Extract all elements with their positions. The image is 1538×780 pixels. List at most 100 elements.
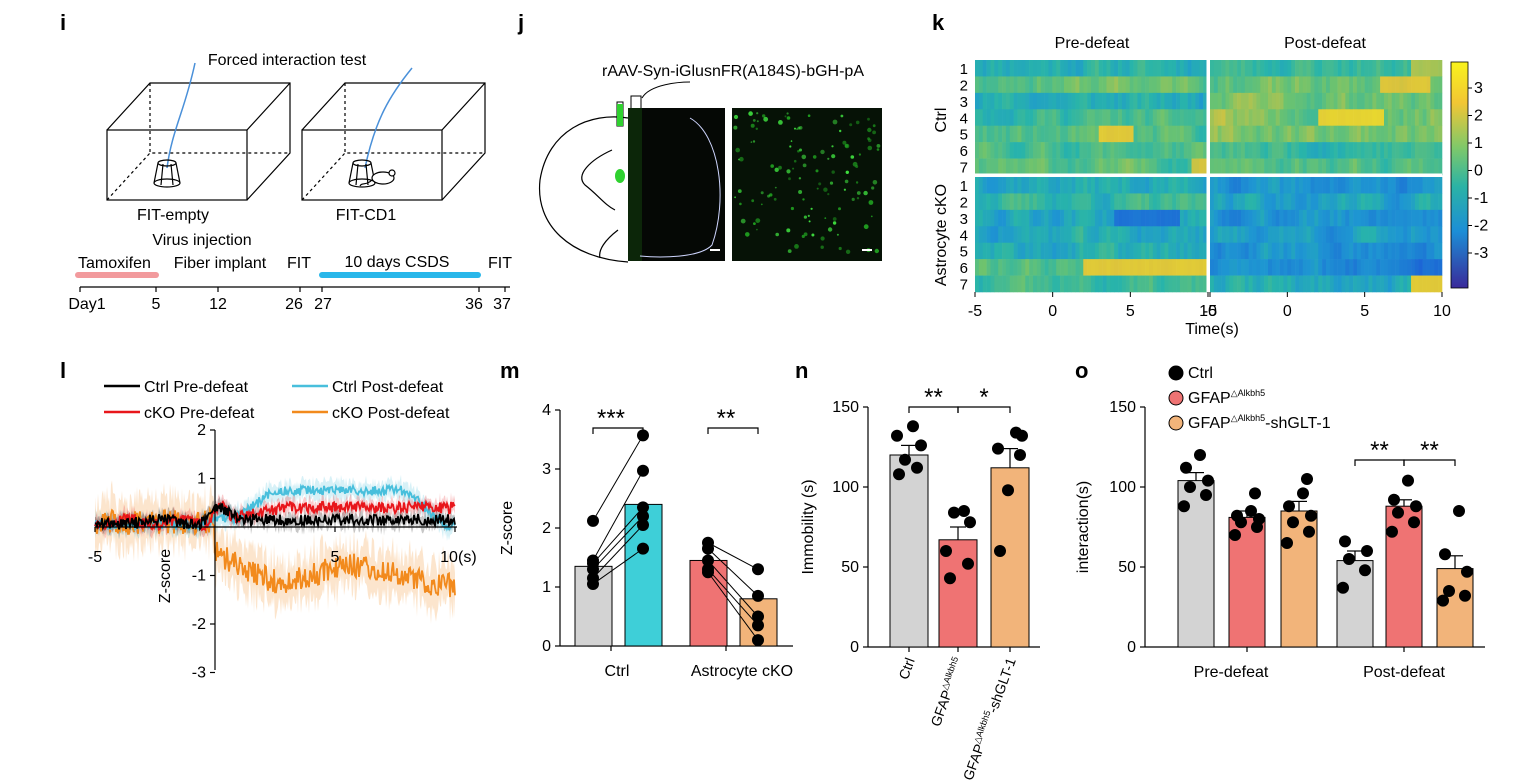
heatmap-cell (1395, 275, 1400, 293)
timeline-tick-label: 12 (209, 296, 227, 313)
heatmap-cell (1391, 242, 1396, 260)
heatmap-cell (1002, 226, 1007, 244)
heatmap-cell (1438, 109, 1443, 127)
heatmap-cell (1129, 125, 1134, 143)
heatmap-cell (1176, 142, 1181, 159)
construct-pointer (641, 81, 691, 99)
heatmap-cell (1337, 242, 1342, 260)
heatmap-cell (1349, 125, 1354, 143)
heatmap-cell (1179, 193, 1185, 211)
heatmap-cell (1237, 259, 1242, 276)
heatmap-cell (1040, 275, 1045, 293)
heatmap-cell (1291, 209, 1296, 227)
l-axis-ticks: 21-1-2-3-5 5 10 (s) (88, 422, 477, 682)
heatmap-cell (1203, 76, 1208, 94)
heatmap-cell (1160, 125, 1165, 143)
heatmap-cell (1110, 226, 1115, 244)
heatmap-cell (1353, 209, 1358, 227)
heatmap-cell (1248, 125, 1253, 143)
heatmap-cell (1067, 259, 1072, 276)
o-point (1253, 513, 1265, 525)
timeline-tick-label: 26 (285, 296, 303, 313)
heatmap-cell (975, 259, 980, 276)
heatmap-cell (1098, 76, 1103, 94)
heatmap-cell (1079, 193, 1084, 211)
heatmap-cell (1179, 60, 1185, 77)
m-pair-line (592, 548, 644, 585)
heatmap-cell (982, 259, 987, 276)
heatmap-cell (1333, 275, 1338, 293)
heatmap-cell (994, 76, 999, 94)
heatmap-cell (1036, 92, 1042, 110)
heatmap-cell (1430, 142, 1435, 159)
heatmap-cell (978, 209, 984, 227)
heatmap-cell (1152, 125, 1158, 143)
heatmap-cell (1244, 226, 1249, 244)
heatmap-cell (1318, 242, 1323, 260)
heatmap-cell (1071, 158, 1076, 176)
heatmap-cell (1329, 275, 1335, 293)
heatmap-cell (998, 158, 1003, 176)
heatmap-cell (1318, 209, 1323, 227)
heatmap-cell (1025, 125, 1030, 143)
heatmap-cell (1391, 92, 1396, 110)
heatmap-cell (1071, 193, 1076, 211)
heatmap-cell (1237, 226, 1242, 244)
o-point (1180, 461, 1192, 474)
heatmap-cell (1295, 242, 1300, 260)
heatmap-cell (1210, 177, 1215, 194)
heatmap-cell (1426, 60, 1431, 77)
heatmap-cell (1314, 275, 1319, 293)
heatmap-cell (1063, 158, 1069, 176)
heatmap-cell (1353, 76, 1358, 94)
m-pair-line (592, 507, 644, 564)
heatmap-cell (1430, 125, 1435, 143)
fluorescent-cell (868, 200, 874, 205)
heatmap-cell (1287, 177, 1292, 194)
heatmap-cell (1087, 125, 1092, 143)
heatmap-cell (1067, 76, 1072, 94)
heatmap-x-tick-label: 10 (1433, 303, 1451, 320)
heatmap-cell (978, 125, 984, 143)
fluorescent-cell (867, 117, 870, 121)
heatmap-cell (1221, 109, 1226, 127)
o-point (1459, 589, 1471, 602)
heatmap-cell (1329, 242, 1335, 260)
fluorescent-cell (874, 248, 879, 254)
heatmap-cell (1395, 109, 1400, 127)
virus-construct-label: rAAV-Syn-iGlusnFR(A184S)-bGH-pA (602, 63, 864, 80)
heatmap-cell (1353, 242, 1358, 260)
heatmap-cell (1287, 209, 1292, 227)
heatmap-cell (1002, 242, 1007, 260)
n-point (994, 545, 1006, 557)
heatmap-cell (1102, 242, 1107, 260)
heatmap-cell (975, 177, 980, 194)
heatmap-cell (1279, 209, 1284, 227)
heatmap-cell (994, 242, 999, 260)
heatmap-cell (1322, 209, 1327, 227)
heatmap-cell (986, 125, 991, 143)
heatmap-cell (1333, 92, 1338, 110)
heatmap-cell (1252, 193, 1257, 211)
heatmap-cell (1310, 125, 1315, 143)
heatmap-cell (1036, 60, 1042, 77)
fluorescent-cell (812, 155, 817, 159)
heatmap-cell (1183, 92, 1188, 110)
heatmap-cell (1411, 275, 1416, 293)
n-x-tick-label: Ctrl (895, 656, 917, 682)
heatmap-cell (1203, 109, 1208, 127)
heatmap-cell (1071, 125, 1076, 143)
heatmap-cell (1295, 275, 1300, 293)
heatmap-cell (1213, 92, 1219, 110)
heatmap-cell (1260, 259, 1265, 276)
heatmap-cell (1372, 92, 1377, 110)
heatmap-cell (1345, 242, 1350, 260)
heatmap-cell (1048, 92, 1053, 110)
heatmap-cell (1160, 242, 1165, 260)
heatmap-cell (1106, 275, 1111, 293)
heatmap-cell (1125, 193, 1130, 211)
heatmap-cell (1368, 275, 1373, 293)
heatmap-cell (1164, 142, 1169, 159)
heatmap-cell (1114, 259, 1119, 276)
heatmap-cell (1187, 142, 1192, 159)
